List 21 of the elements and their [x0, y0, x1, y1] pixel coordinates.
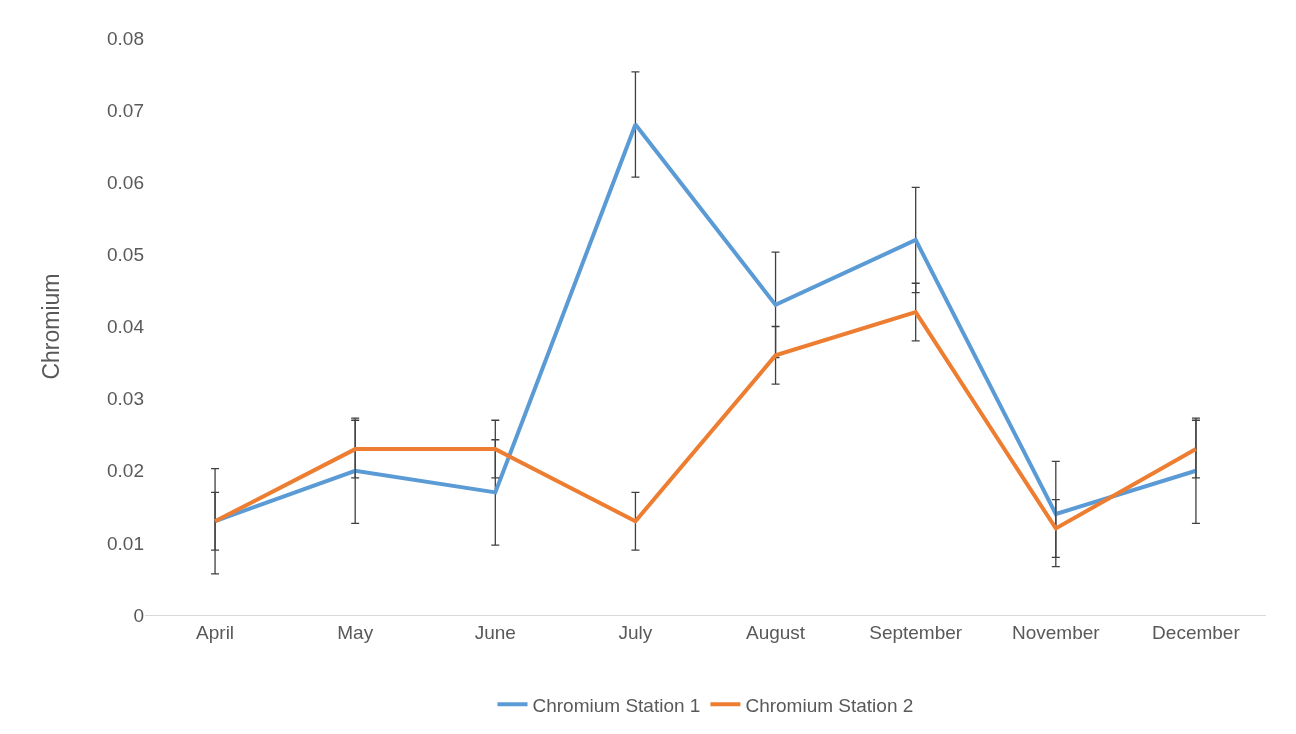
- y-axis-title: Chromium: [38, 273, 65, 380]
- line-series: [213, 310, 1198, 531]
- legend-label: Chromium Station 1: [532, 694, 701, 716]
- y-tick-label: 0.06: [107, 171, 144, 193]
- x-tick-label: September: [869, 621, 963, 643]
- y-tick-label: 0.04: [107, 316, 145, 338]
- y-tick-label: 0.08: [107, 27, 144, 49]
- x-tick-label: December: [1152, 621, 1241, 643]
- y-tick-label: 0.03: [107, 388, 144, 410]
- x-tick-label: August: [745, 621, 806, 643]
- y-tick-label: 0.07: [107, 99, 144, 121]
- y-tick-label: 0.01: [107, 532, 144, 554]
- y-tick-label: 0: [133, 604, 144, 626]
- x-tick-label: June: [474, 621, 516, 643]
- x-tick-label: November: [1011, 621, 1101, 643]
- legend-label: Chromium Station 2: [745, 694, 914, 716]
- x-tick-label: April: [196, 621, 235, 643]
- x-tick-label: July: [618, 621, 653, 643]
- y-tick-label: 0.02: [107, 460, 144, 482]
- x-tick-label: May: [337, 621, 374, 643]
- y-tick-label: 0.05: [107, 244, 144, 266]
